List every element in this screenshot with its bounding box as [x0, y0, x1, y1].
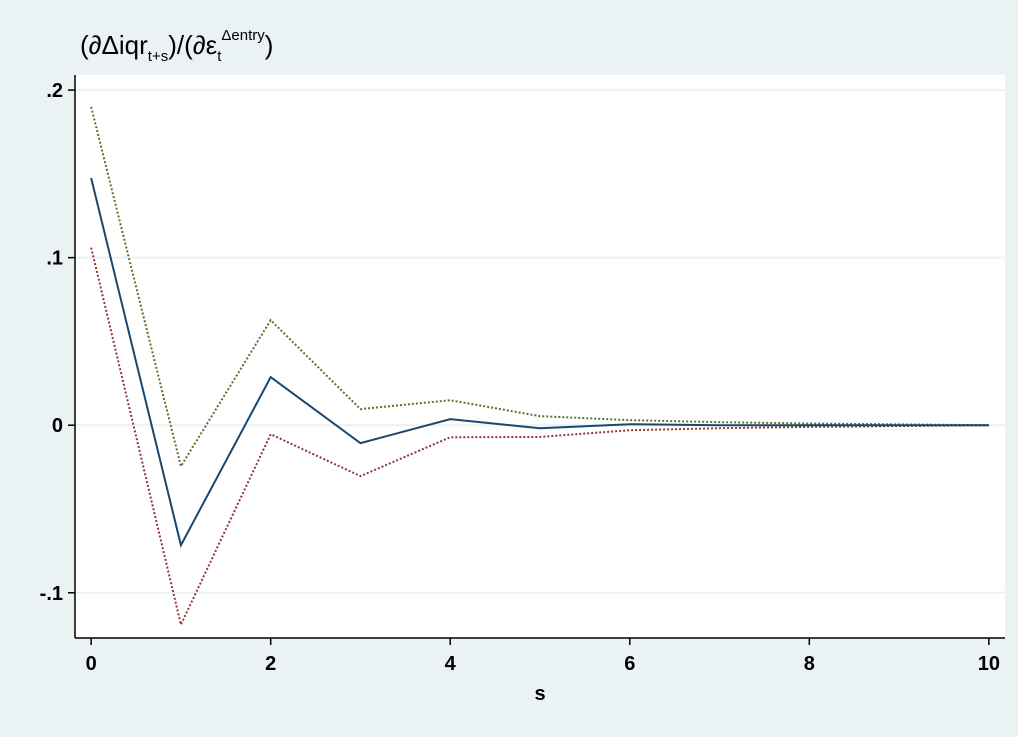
- title-part: )/(∂ε: [168, 30, 217, 60]
- x-axis-label: s: [534, 683, 545, 705]
- y-tick-label: -.1: [40, 583, 63, 605]
- title-part: t: [217, 48, 222, 65]
- y-tick-label: .2: [46, 80, 63, 102]
- series-line: [90, 247, 989, 628]
- y-tick-label: 0: [52, 415, 63, 437]
- series-line: [90, 106, 989, 469]
- x-tick-label: 8: [804, 653, 815, 675]
- x-tick-label: 10: [978, 653, 1000, 675]
- title-part: (∂Δiqr: [80, 30, 148, 60]
- y-tick-label: .1: [46, 248, 63, 270]
- chart-title: (∂Δiqrt+s)/(∂εt Δentry): [80, 27, 273, 65]
- x-tick-label: 4: [445, 653, 457, 675]
- series-line: [90, 177, 989, 548]
- title-part: Δentry: [221, 27, 265, 44]
- plot-area: [75, 75, 1005, 638]
- x-tick-label: 2: [265, 653, 276, 675]
- title-part: t+s: [148, 48, 168, 65]
- x-tick-label: 0: [86, 653, 97, 675]
- x-tick-label: 6: [624, 653, 635, 675]
- title-part: ): [265, 30, 274, 60]
